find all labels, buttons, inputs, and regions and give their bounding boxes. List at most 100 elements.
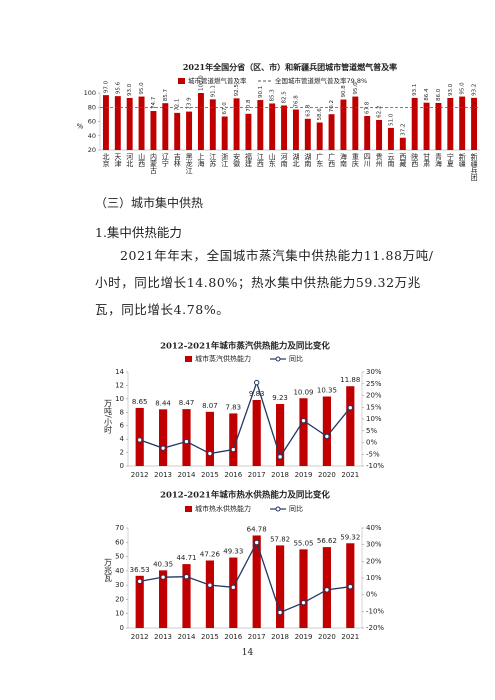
y-tick-label: 10: [115, 395, 124, 403]
bar: [352, 96, 359, 150]
legend-swatch: [178, 78, 185, 84]
x-tick-label: 新疆兵团: [470, 152, 478, 182]
x-tick-label: 2013: [154, 633, 172, 641]
x-tick-label: 内蒙古: [149, 152, 157, 175]
bar: [276, 545, 285, 628]
data-label: 95.0: [353, 82, 359, 95]
y2-tick-label: 30%: [366, 541, 382, 549]
bar: [399, 137, 406, 150]
legend-marker: [275, 356, 281, 362]
x-tick-label: 2019: [295, 633, 313, 641]
x-tick-label: 2018: [271, 633, 289, 641]
x-tick-label: 贵州: [375, 152, 383, 167]
data-label: 86.0: [436, 88, 442, 101]
x-tick-label: 江苏: [209, 153, 217, 168]
data-label: 100.0: [198, 75, 204, 91]
line-marker: [300, 417, 307, 424]
bar: [423, 102, 430, 150]
y-tick-label: 0: [120, 624, 124, 632]
bar: [299, 398, 308, 466]
data-label: 8.44: [155, 399, 171, 407]
line-marker: [254, 379, 260, 386]
data-label: 86.4: [424, 88, 430, 101]
bar: [150, 111, 157, 150]
x-tick-label: 海南: [339, 152, 347, 167]
x-tick-label: 云南: [387, 153, 395, 167]
x-tick-label: 吉林: [173, 153, 181, 168]
line-marker: [137, 437, 143, 443]
data-label: 72.1: [175, 99, 181, 111]
data-label: 37.2: [400, 123, 406, 135]
line-marker: [230, 584, 237, 591]
bar: [174, 112, 181, 150]
data-label: 70.2: [329, 100, 335, 112]
paragraph: 2021年年末，全国城市蒸汽集中供热能力11.88万吨/小时，同比增长14.80…: [95, 248, 434, 317]
subheading: 1.集中供热能力: [95, 225, 182, 240]
line-marker: [324, 587, 330, 593]
line-marker: [277, 454, 283, 460]
chart-title: 2012-2021年城市热水供热能力及同比变化: [160, 490, 330, 501]
bar: [186, 111, 193, 150]
bar: [387, 127, 394, 150]
data-label: 90.8: [341, 85, 347, 98]
line-marker: [183, 438, 190, 445]
bar: [299, 549, 308, 628]
bar: [182, 564, 191, 628]
bar: [435, 102, 442, 150]
y-tick-label: 60: [115, 538, 124, 546]
y-tick-label: 6: [120, 422, 125, 430]
data-label: 8.47: [179, 399, 195, 407]
line-marker: [207, 450, 213, 457]
data-label: 92.5: [234, 84, 240, 97]
data-label: 36.53: [130, 566, 150, 574]
x-tick-label: 新疆: [458, 152, 466, 168]
line-series: [139, 540, 351, 614]
x-tick-label: 青海: [434, 152, 442, 168]
x-tick-label: 湖北: [292, 152, 300, 168]
data-label: 57.82: [270, 535, 290, 543]
data-label: 95.0: [139, 82, 145, 95]
y-tick-label: 60: [88, 118, 96, 126]
x-tick-label: 2019: [295, 471, 313, 479]
chart-title: 2021年全国分省（区、市）和新疆兵团城市管道燃气普及率: [183, 62, 397, 72]
x-tick-label: 2020: [318, 633, 336, 641]
y2-tick-label: 5%: [366, 427, 377, 435]
bar: [233, 98, 240, 150]
legend-label: 同比: [289, 354, 303, 363]
data-label: 67.0: [222, 102, 228, 115]
bar: [276, 404, 285, 466]
y-tick-label: 10: [115, 610, 124, 618]
y2-tick-label: 30%: [366, 368, 382, 376]
y-tick-label: 14: [115, 368, 124, 376]
bar: [138, 96, 145, 150]
data-label: 90.1: [258, 86, 264, 98]
y-tick-label: 20: [88, 146, 96, 154]
bar: [364, 115, 371, 150]
page-number: 14: [241, 648, 254, 658]
line-marker: [207, 582, 213, 588]
y-tick-label: 12: [115, 381, 124, 389]
x-tick-label: 陕西: [411, 152, 419, 168]
bar: [376, 119, 383, 150]
data-label: 63.8: [305, 104, 311, 117]
data-label: 64.78: [247, 525, 267, 533]
legend-swatch: [185, 506, 192, 512]
bar: [316, 122, 323, 150]
x-tick-label: 河南: [280, 153, 288, 167]
data-label: 7.83: [226, 403, 242, 411]
line-marker: [277, 609, 283, 616]
data-label: 97.0: [103, 80, 109, 93]
x-tick-label: 宁夏: [446, 152, 454, 167]
x-tick-label: 2021: [341, 633, 359, 641]
y-tick-label: 0: [120, 462, 124, 470]
data-label: 73.9: [187, 97, 193, 110]
y2-tick-label: 10%: [366, 415, 382, 423]
x-tick-label: 2021: [341, 471, 359, 479]
bar: [229, 557, 238, 628]
legend-swatch: [185, 356, 192, 362]
bar: [447, 97, 454, 150]
line-marker: [347, 405, 353, 411]
x-tick-label: 北京: [102, 153, 110, 168]
data-label: 82.5: [282, 91, 288, 104]
